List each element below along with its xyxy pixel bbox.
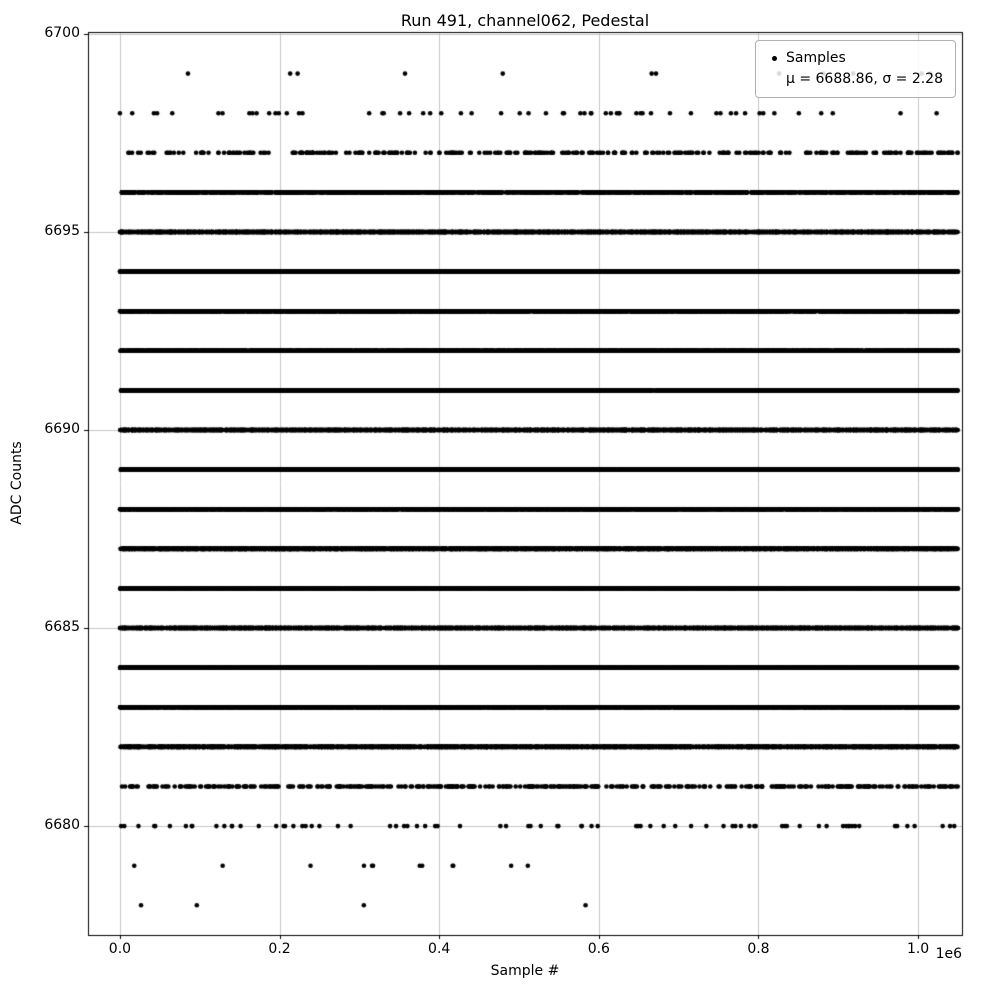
x-tick-label: 0.6 [587, 941, 610, 957]
x-tick-label: 0.8 [747, 941, 770, 957]
y-tick-label: 6700 [44, 24, 80, 41]
y-axis-label: ADC Counts [9, 441, 25, 525]
x-tick-label: 0.0 [108, 941, 132, 957]
x-tick-label: 0.2 [268, 941, 291, 957]
legend-stats: μ = 6688.86, σ = 2.28 [785, 71, 943, 87]
legend-entries: Samples μ = 6688.86, σ = 2.28 [786, 48, 943, 90]
chart-title: Run 491, channel062, Pedestal [400, 11, 650, 30]
samples-marker-icon [771, 56, 777, 61]
legend-label-samples: Samples [785, 50, 846, 66]
x-axis-label: Sample # [490, 963, 560, 979]
legend: Samples μ = 6688.86, σ = 2.28 [754, 40, 956, 98]
y-tick-label: 6695 [44, 223, 80, 239]
x-tick-label: 0.4 [428, 941, 451, 957]
y-tick-label: 6680 [44, 817, 80, 834]
x-tick-label: 1.0 [906, 941, 930, 957]
y-tick-label: 6685 [44, 619, 80, 636]
y-tick-label: 6690 [44, 421, 80, 438]
x-axis-offset-label: 1e6 [935, 946, 962, 962]
